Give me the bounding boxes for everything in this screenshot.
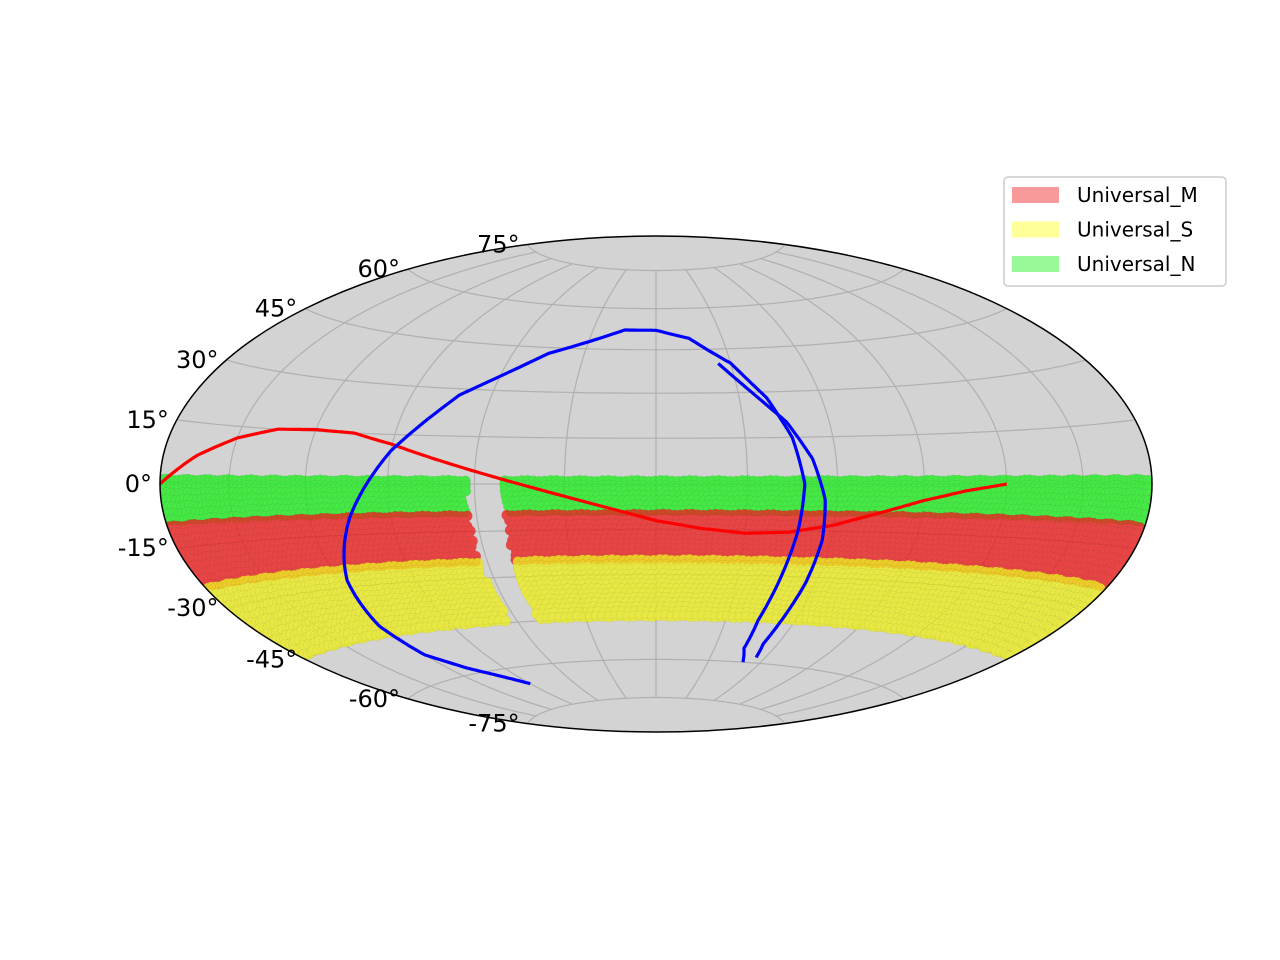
lat-tick-label: -75° xyxy=(468,710,519,738)
band-tile xyxy=(500,615,511,627)
lat-tick-label: -15° xyxy=(118,534,169,562)
lat-tick-label: 75° xyxy=(477,231,520,259)
band-tile xyxy=(1085,595,1097,607)
lat-tick-label: -45° xyxy=(246,645,297,673)
lat-tick-label: 30° xyxy=(176,346,219,374)
meridian-line xyxy=(473,267,599,701)
lat-tick-label: 0° xyxy=(125,470,152,498)
lat-tick-label: -60° xyxy=(349,685,400,713)
coverage-bands xyxy=(160,473,1152,662)
lat-tick-label: 60° xyxy=(357,255,400,283)
lat-tick-label: 45° xyxy=(255,295,298,323)
lat-tick-label: 15° xyxy=(126,406,169,434)
lat-tick-label: -30° xyxy=(167,594,218,622)
